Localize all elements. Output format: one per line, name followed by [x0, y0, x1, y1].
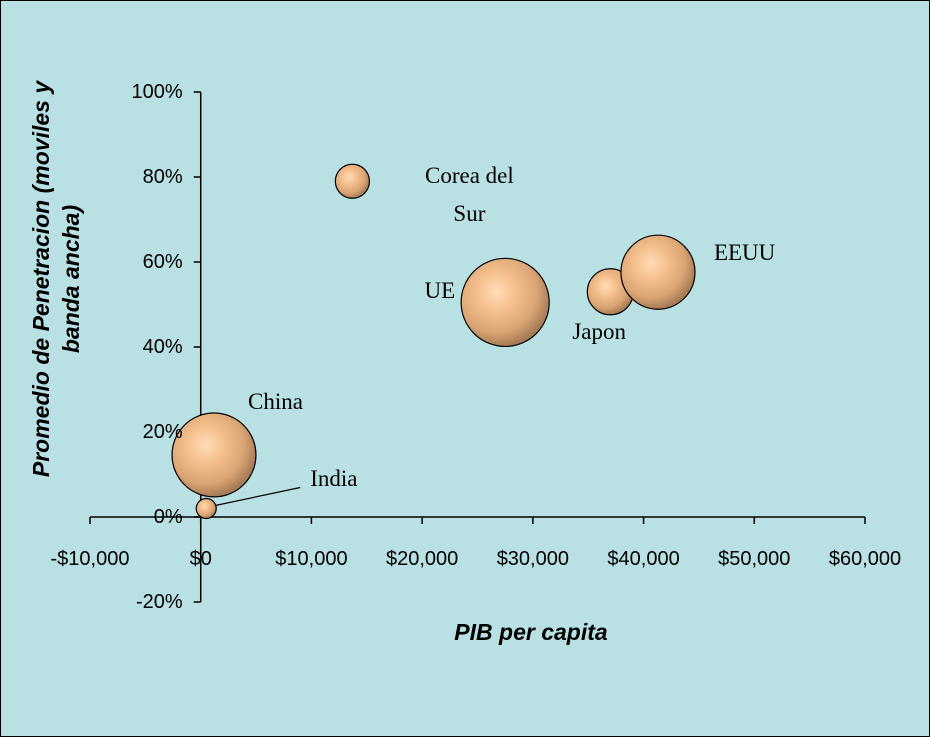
y-tick-label: 40%: [142, 336, 183, 358]
y-axis-title: Promedio de Penetracion (moviles y banda…: [28, 80, 84, 478]
x-tick-label: $50,000: [718, 548, 791, 570]
x-axis-title: PIB per capita: [454, 619, 608, 645]
leader-line: [215, 486, 301, 507]
x-tick-label: $20,000: [385, 548, 459, 570]
data-label: UE: [424, 278, 456, 304]
data-label: Japon: [572, 318, 627, 344]
y-tick-label: 60%: [142, 251, 183, 273]
bubble: [195, 497, 217, 520]
x-tick-label: $0: [189, 548, 212, 570]
bubble: [171, 412, 257, 498]
data-label: China: [248, 388, 303, 414]
y-tick-label: -20%: [136, 591, 183, 613]
bubble: [620, 234, 696, 310]
x-tick-label: $60,000: [828, 548, 902, 570]
x-tick-label: $30,000: [496, 548, 569, 570]
y-tick-label: 100%: [131, 81, 183, 103]
data-label: Corea del Sur: [425, 163, 514, 227]
data-label: India: [310, 465, 358, 491]
bubble: [460, 257, 550, 348]
x-tick-label: -$10,000: [50, 548, 130, 570]
y-tick-label: 80%: [142, 166, 183, 188]
y-tick-label: 20%: [142, 421, 183, 443]
y-tick-label: 0%: [153, 506, 183, 528]
data-label: EEUU: [713, 240, 776, 266]
x-tick-label: $10,000: [275, 548, 348, 570]
bubble: [334, 163, 371, 199]
x-tick-label: $40,000: [607, 548, 680, 570]
